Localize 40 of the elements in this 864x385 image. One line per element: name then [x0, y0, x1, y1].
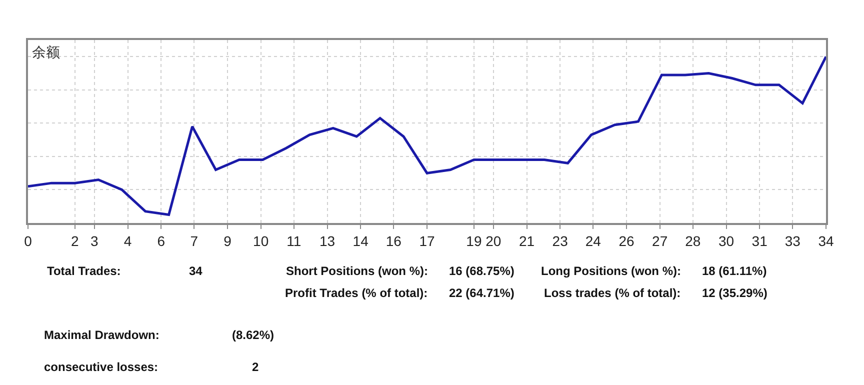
x-tick-label: 31	[752, 232, 768, 249]
text: 16 (68.75%)	[449, 264, 514, 278]
x-tick-label: 14	[352, 232, 369, 249]
text: 12 (35.29%)	[702, 286, 768, 300]
x-tick-label: 23	[552, 232, 568, 249]
x-tick-label: 17	[419, 232, 435, 249]
text: (8.62%)	[232, 328, 274, 342]
text: consecutive losses:	[44, 360, 158, 374]
x-tick-label: 11	[286, 232, 302, 249]
x-tick-label: 9	[224, 232, 232, 249]
x-tick-label: 34	[818, 232, 834, 249]
x-tick-label: 2	[71, 232, 80, 249]
x-tick-label: 16	[386, 232, 402, 249]
x-tick-label: 30	[718, 232, 734, 249]
x-tick-label: 4	[124, 232, 132, 249]
x-tick-label: 6	[157, 232, 166, 249]
x-tick-label: 26	[618, 232, 634, 249]
x-tick-label: 19	[466, 232, 482, 249]
text: Long Positions (won %):	[541, 264, 681, 278]
text: Loss trades (% of total):	[544, 286, 681, 300]
chart-title: 余额	[32, 44, 60, 60]
x-tick-label: 20	[486, 232, 502, 249]
text: Profit Trades (% of total):	[285, 286, 428, 300]
x-tick-label: 10	[253, 232, 269, 249]
x-tick-label: 33	[784, 232, 801, 249]
x-tick-label: 3	[90, 232, 99, 249]
text: Maximal Drawdown:	[44, 328, 160, 342]
text: 22 (64.71%)	[449, 286, 514, 300]
text: 2	[252, 360, 259, 374]
x-tick-label: 24	[585, 232, 602, 249]
text: Total Trades:	[47, 264, 121, 278]
text: Short Positions (won %):	[286, 264, 428, 278]
x-tick-label: 0	[24, 232, 32, 249]
x-tick-label: 21	[518, 232, 535, 249]
x-tick-label: 28	[685, 232, 701, 249]
text: 34	[189, 264, 203, 278]
text: 18 (61.11%)	[702, 264, 767, 278]
x-tick-label: 27	[652, 232, 668, 249]
x-tick-label: 13	[319, 232, 336, 249]
x-tick-label: 7	[190, 232, 198, 249]
